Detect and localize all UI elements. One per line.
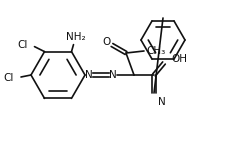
- Text: N: N: [85, 70, 92, 80]
- Text: O: O: [102, 37, 111, 47]
- Text: Cl: Cl: [17, 40, 27, 50]
- Text: OH: OH: [170, 54, 186, 64]
- Text: NH₂: NH₂: [65, 32, 85, 42]
- Text: N: N: [157, 97, 165, 107]
- Text: CH₃: CH₃: [146, 46, 165, 56]
- Text: Cl: Cl: [4, 73, 14, 83]
- Text: N: N: [109, 70, 116, 80]
